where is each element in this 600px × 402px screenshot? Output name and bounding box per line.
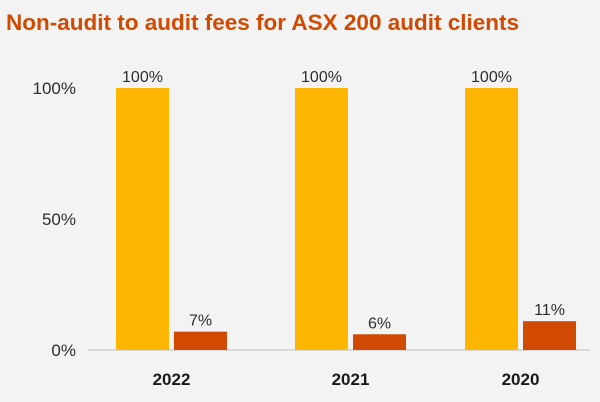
x-axis: 2022 2021 2020 [153, 370, 540, 389]
bar-2022-series-1 [116, 88, 169, 350]
data-label: 7% [189, 313, 212, 330]
bars: 100% 7% 100% 6% 100% 11% [116, 69, 576, 350]
data-label: 11% [534, 302, 565, 319]
data-label: 100% [301, 69, 342, 86]
data-label: 100% [471, 69, 512, 86]
x-tick-label: 2021 [332, 370, 370, 389]
bar-2021-series-2 [353, 334, 406, 350]
y-axis: 0% 50% 100% [33, 79, 76, 360]
bar-2022-series-2 [174, 331, 227, 350]
chart-title: Non-audit to audit fees for ASX 200 audi… [6, 10, 519, 35]
bar-2021-series-1 [295, 88, 348, 350]
y-tick-label: 50% [42, 210, 76, 229]
data-label: 6% [368, 315, 391, 332]
y-tick-label: 100% [33, 79, 76, 98]
bar-2020-series-1 [465, 88, 518, 350]
data-label: 100% [122, 69, 163, 86]
y-tick-label: 0% [51, 341, 76, 360]
x-tick-label: 2022 [153, 370, 191, 389]
bar-2020-series-2 [523, 321, 576, 350]
x-tick-label: 2020 [502, 370, 540, 389]
